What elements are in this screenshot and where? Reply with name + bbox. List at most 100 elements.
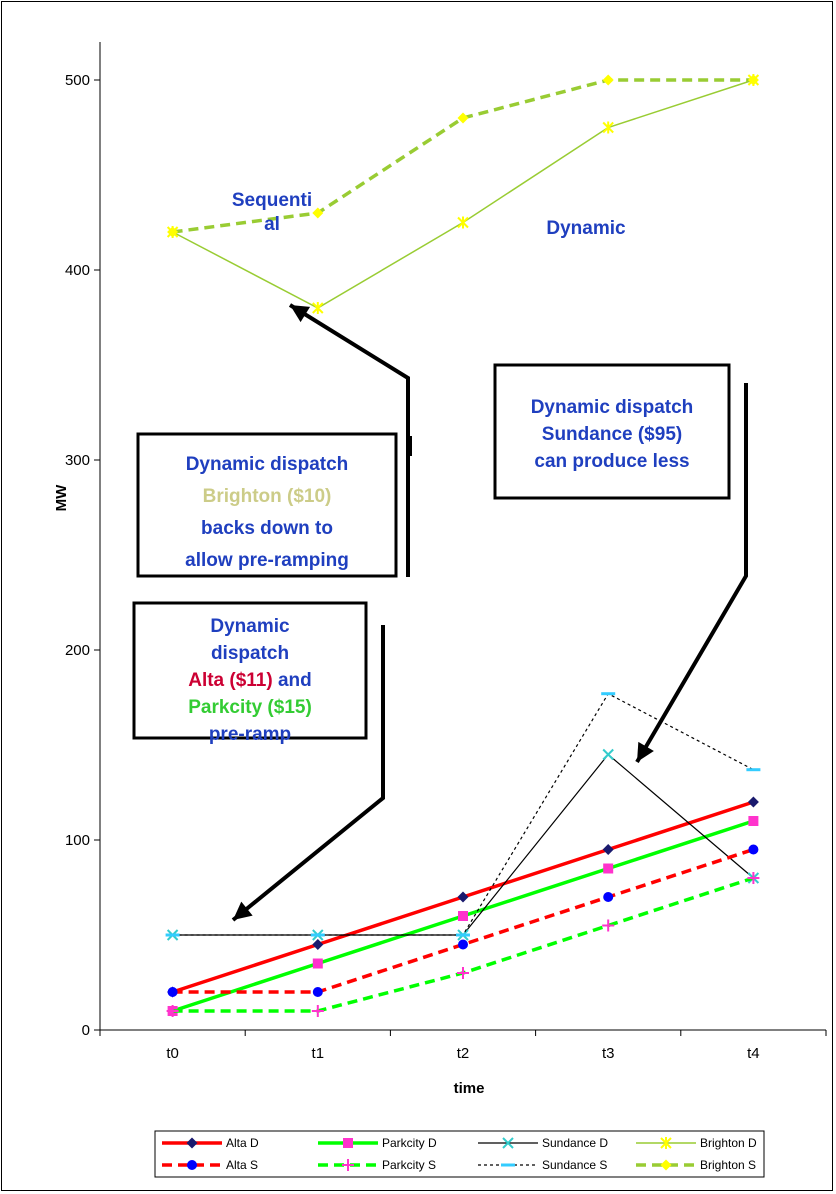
annotation-segment: Dynamic [210, 616, 290, 637]
annotation-dynamic-line: Dynamic [546, 218, 626, 239]
annotation-sequential-line: Sequenti [232, 190, 312, 211]
annotation-brighton-line: Brighton ($10) [203, 486, 332, 507]
legend-entry: Sundance D [478, 1136, 608, 1150]
annotation-alta-line: pre-ramp [209, 724, 291, 745]
x-tick-label: t3 [602, 1045, 615, 1062]
series-parkcity-d [167, 816, 759, 1016]
legend-entry: Parkcity S [318, 1158, 436, 1172]
y-tick-label: 200 [65, 642, 90, 659]
annotation-box-alta [132, 601, 368, 740]
annotation-sundance-line: Sundance ($95) [542, 424, 682, 445]
data-point [167, 987, 178, 997]
legend-entry: Alta S [162, 1158, 258, 1172]
series-brighton-s [167, 74, 759, 238]
legend-label: Parkcity D [382, 1136, 437, 1150]
annotation-box-brighton [136, 432, 398, 578]
annotation-box-sundance [493, 363, 731, 500]
data-point [748, 844, 759, 855]
data-point [312, 939, 324, 950]
legend-label: Brighton S [700, 1158, 756, 1172]
legend-label: Sundance D [542, 1136, 608, 1150]
legend: Alta D Parkcity D Sundance D Brighton D Alta… [154, 1130, 765, 1178]
legend-label: Alta S [226, 1158, 258, 1172]
legend-marker [343, 1138, 353, 1148]
series-sundance-s [165, 692, 761, 937]
annotation-alta-line: dispatch [211, 643, 289, 664]
annotation-alta-line: Alta ($11) and [188, 670, 312, 691]
arrow-head [637, 741, 654, 762]
legend-entry: Parkcity D [318, 1136, 437, 1150]
legend-entry: Alta D [162, 1136, 259, 1150]
series-line [172, 753, 754, 936]
data-point [748, 816, 759, 826]
legend-marker [342, 1159, 354, 1171]
x-tick-label: t2 [457, 1045, 470, 1062]
data-point [603, 892, 614, 902]
data-point [166, 1005, 179, 1017]
annotation-segment: Alta ($11) [188, 670, 278, 691]
annotation-segment: backs down to [201, 518, 333, 539]
annotation-labels: Sequenti al Dynamic Dynamic dispatch Sundanc… [185, 190, 693, 745]
x-tick-label: t1 [312, 1045, 325, 1062]
x-tick-label: t4 [747, 1045, 760, 1062]
annotation-brighton-line: backs down to [201, 518, 333, 539]
data-point [747, 796, 759, 808]
arrow-head [290, 305, 311, 323]
arrow-brighton [288, 303, 410, 577]
data-point [167, 226, 179, 238]
arrow-alta [231, 625, 385, 922]
annotation-segment: dispatch [211, 643, 289, 664]
annotation-sequential-line: al [264, 214, 280, 235]
annotation-alta-line: Dynamic [210, 616, 290, 637]
data-point [602, 74, 614, 86]
data-point [312, 987, 323, 997]
arrow-joint [406, 436, 412, 456]
annotation-segment: Dynamic dispatch [186, 454, 349, 475]
legend-marker [660, 1137, 672, 1149]
x-axis-title: time [454, 1080, 485, 1097]
data-point [312, 302, 324, 314]
data-point [457, 967, 469, 979]
data-point [312, 958, 323, 969]
arrow-head [233, 901, 253, 920]
y-tick-label: 500 [65, 72, 90, 89]
data-point [602, 748, 614, 761]
series-brighton-d [166, 74, 760, 314]
axes: 0 100 200 300 400 500 t0 t1 t2 t3 t4 [65, 42, 827, 1062]
legend-label: Brighton D [700, 1136, 757, 1150]
data-point [312, 207, 324, 219]
annotation-segment: and [278, 670, 312, 691]
series-parkcity-s [166, 872, 760, 1017]
legend-marker [187, 1160, 197, 1170]
annotation-arrows [231, 303, 748, 922]
data-point [457, 891, 469, 903]
arrow-line [231, 625, 385, 922]
arrow-line [288, 303, 410, 577]
data-point [747, 872, 760, 884]
legend-label: Sundance S [542, 1158, 607, 1172]
x-tick-label: t0 [166, 1045, 179, 1062]
data-point [602, 844, 614, 855]
arrow-line [635, 383, 748, 764]
series-line [172, 78, 754, 234]
data-point [311, 1005, 324, 1017]
data-point [458, 939, 468, 950]
data-point [457, 112, 469, 124]
data-point [747, 74, 759, 86]
legend-entry: Brighton D [636, 1136, 757, 1150]
arrow-sundance [635, 383, 748, 764]
annotation-brighton-line: Dynamic dispatch [186, 454, 349, 475]
legend-entry: Brighton S [636, 1158, 756, 1172]
annotation-segment: Parkcity ($15) [188, 697, 312, 718]
annotation-segment: Brighton ($10) [203, 486, 332, 507]
y-tick-label: 400 [65, 262, 90, 279]
data-point [458, 911, 468, 921]
legend-label: Alta D [226, 1136, 259, 1150]
annotation-boxes [132, 363, 731, 740]
data-point [602, 121, 614, 134]
annotation-segment: pre-ramp [209, 724, 291, 745]
annotation-alta-line: Parkcity ($15) [188, 697, 312, 718]
legend-marker [660, 1159, 672, 1171]
